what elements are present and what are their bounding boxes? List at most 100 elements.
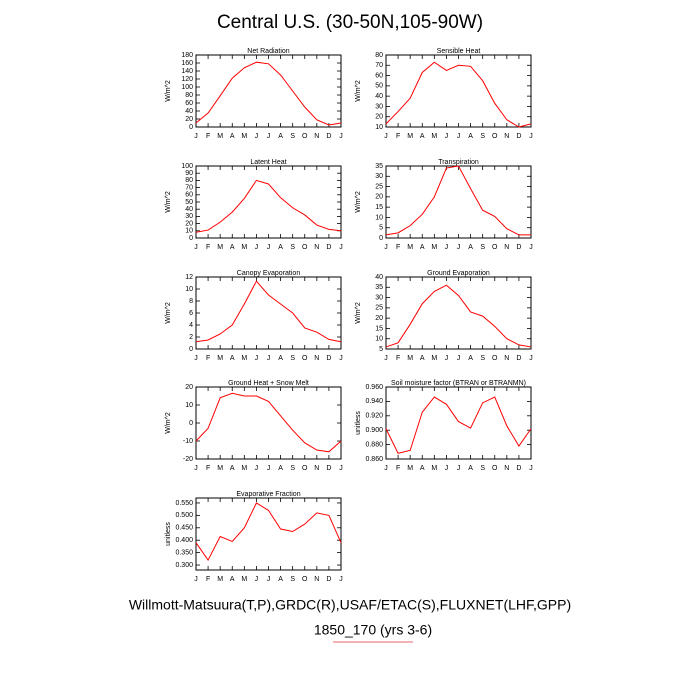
footer-case: 1850_170 (yrs 3-6) — [314, 622, 432, 638]
x-tick-label: F — [206, 576, 210, 583]
y-tick-label: 25 — [375, 305, 383, 312]
y-tick-label: 2 — [189, 334, 193, 341]
x-tick-label: A — [468, 355, 473, 362]
x-tick-label: A — [278, 576, 283, 583]
x-tick-label: D — [516, 133, 521, 140]
x-tick-label: A — [420, 244, 425, 251]
data-line — [195, 280, 342, 343]
y-tick-label: 0 — [189, 420, 193, 427]
x-tick-label: J — [194, 355, 198, 362]
x-tick-label: M — [431, 465, 437, 472]
y-tick-label: 40 — [185, 206, 193, 213]
y-tick-label: 35 — [375, 284, 383, 291]
x-tick-label: D — [516, 355, 521, 362]
x-tick-label: A — [230, 576, 235, 583]
x-tick-label: J — [384, 355, 388, 362]
x-tick-label: M — [431, 244, 437, 251]
y-tick-label: 50 — [375, 83, 383, 90]
panel-title: Latent Heat — [250, 159, 286, 166]
y-tick-label: 20 — [375, 315, 383, 322]
x-tick-label: O — [302, 244, 308, 251]
x-tick-label: J — [194, 244, 198, 251]
y-axis-label: W/m^2 — [355, 191, 362, 213]
data-line — [195, 61, 342, 126]
y-tick-label: 0.550 — [175, 500, 193, 507]
x-tick-label: J — [267, 355, 271, 362]
y-tick-label: 30 — [375, 173, 383, 180]
y-tick-label: 100 — [181, 84, 193, 91]
x-tick-label: F — [206, 133, 210, 140]
x-tick-label: J — [255, 244, 259, 251]
x-tick-label: S — [480, 355, 485, 362]
y-tick-label: 20 — [185, 384, 193, 391]
x-tick-label: J — [267, 465, 271, 472]
x-tick-label: O — [492, 244, 498, 251]
x-tick-label: M — [431, 133, 437, 140]
x-tick-label: A — [278, 465, 283, 472]
x-tick-label: J — [339, 133, 343, 140]
y-tick-label: 0.300 — [175, 562, 193, 569]
x-tick-label: D — [326, 244, 331, 251]
x-tick-label: J — [194, 133, 198, 140]
y-tick-label: 60 — [185, 192, 193, 199]
y-tick-label: -20 — [183, 456, 193, 463]
panel-title: Sensible Heat — [437, 48, 481, 55]
x-tick-label: A — [420, 355, 425, 362]
x-tick-label: J — [529, 244, 533, 251]
y-tick-label: 0.920 — [365, 413, 383, 420]
y-tick-label: 8 — [189, 298, 193, 305]
x-tick-label: J — [339, 355, 343, 362]
y-tick-label: 10 — [185, 228, 193, 235]
panel-title: Soil moisture factor (BTRAN or BTRANMN) — [391, 380, 526, 387]
x-tick-label: S — [290, 133, 295, 140]
y-tick-label: 10 — [375, 124, 383, 131]
panel-title: Evaporative Fraction — [236, 491, 300, 498]
x-tick-label: S — [290, 244, 295, 251]
y-tick-label: 0.500 — [175, 512, 193, 519]
y-tick-label: 0.860 — [365, 456, 383, 463]
y-tick-label: 0.450 — [175, 525, 193, 532]
panel-title: Ground Evaporation — [427, 270, 490, 277]
y-tick-label: 10 — [375, 214, 383, 221]
x-tick-label: J — [445, 244, 449, 251]
y-tick-label: 15 — [375, 325, 383, 332]
x-tick-label: M — [407, 355, 413, 362]
x-tick-label: A — [230, 465, 235, 472]
y-tick-label: 0.880 — [365, 441, 383, 448]
x-tick-label: J — [255, 133, 259, 140]
x-tick-label: J — [457, 355, 461, 362]
x-tick-label: A — [230, 355, 235, 362]
y-tick-label: 0 — [189, 124, 193, 131]
data-line — [195, 392, 342, 453]
y-tick-label: 15 — [375, 204, 383, 211]
x-tick-label: N — [314, 355, 319, 362]
y-tick-label: 10 — [185, 286, 193, 293]
x-tick-label: M — [217, 576, 223, 583]
x-tick-label: J — [457, 465, 461, 472]
x-tick-label: S — [290, 465, 295, 472]
y-tick-label: 25 — [375, 183, 383, 190]
x-tick-label: J — [255, 465, 259, 472]
x-tick-label: M — [241, 133, 247, 140]
x-tick-label: N — [314, 133, 319, 140]
y-tick-label: 180 — [181, 52, 193, 59]
y-tick-label: 0 — [189, 235, 193, 242]
x-tick-label: N — [504, 465, 509, 472]
x-tick-label: O — [302, 133, 308, 140]
x-tick-label: J — [445, 133, 449, 140]
y-tick-label: 80 — [375, 52, 383, 59]
y-tick-label: 12 — [185, 274, 193, 281]
y-tick-label: 70 — [375, 62, 383, 69]
y-axis-label: W/m^2 — [165, 80, 172, 102]
x-tick-label: D — [516, 244, 521, 251]
y-axis-label: W/m^2 — [165, 302, 172, 324]
x-tick-label: N — [504, 355, 509, 362]
x-tick-label: A — [420, 133, 425, 140]
y-tick-label: 30 — [375, 103, 383, 110]
x-tick-label: O — [492, 133, 498, 140]
x-tick-label: O — [492, 465, 498, 472]
y-tick-label: 140 — [181, 68, 193, 75]
x-tick-label: J — [255, 576, 259, 583]
x-tick-label: F — [396, 355, 400, 362]
x-tick-label: J — [267, 244, 271, 251]
